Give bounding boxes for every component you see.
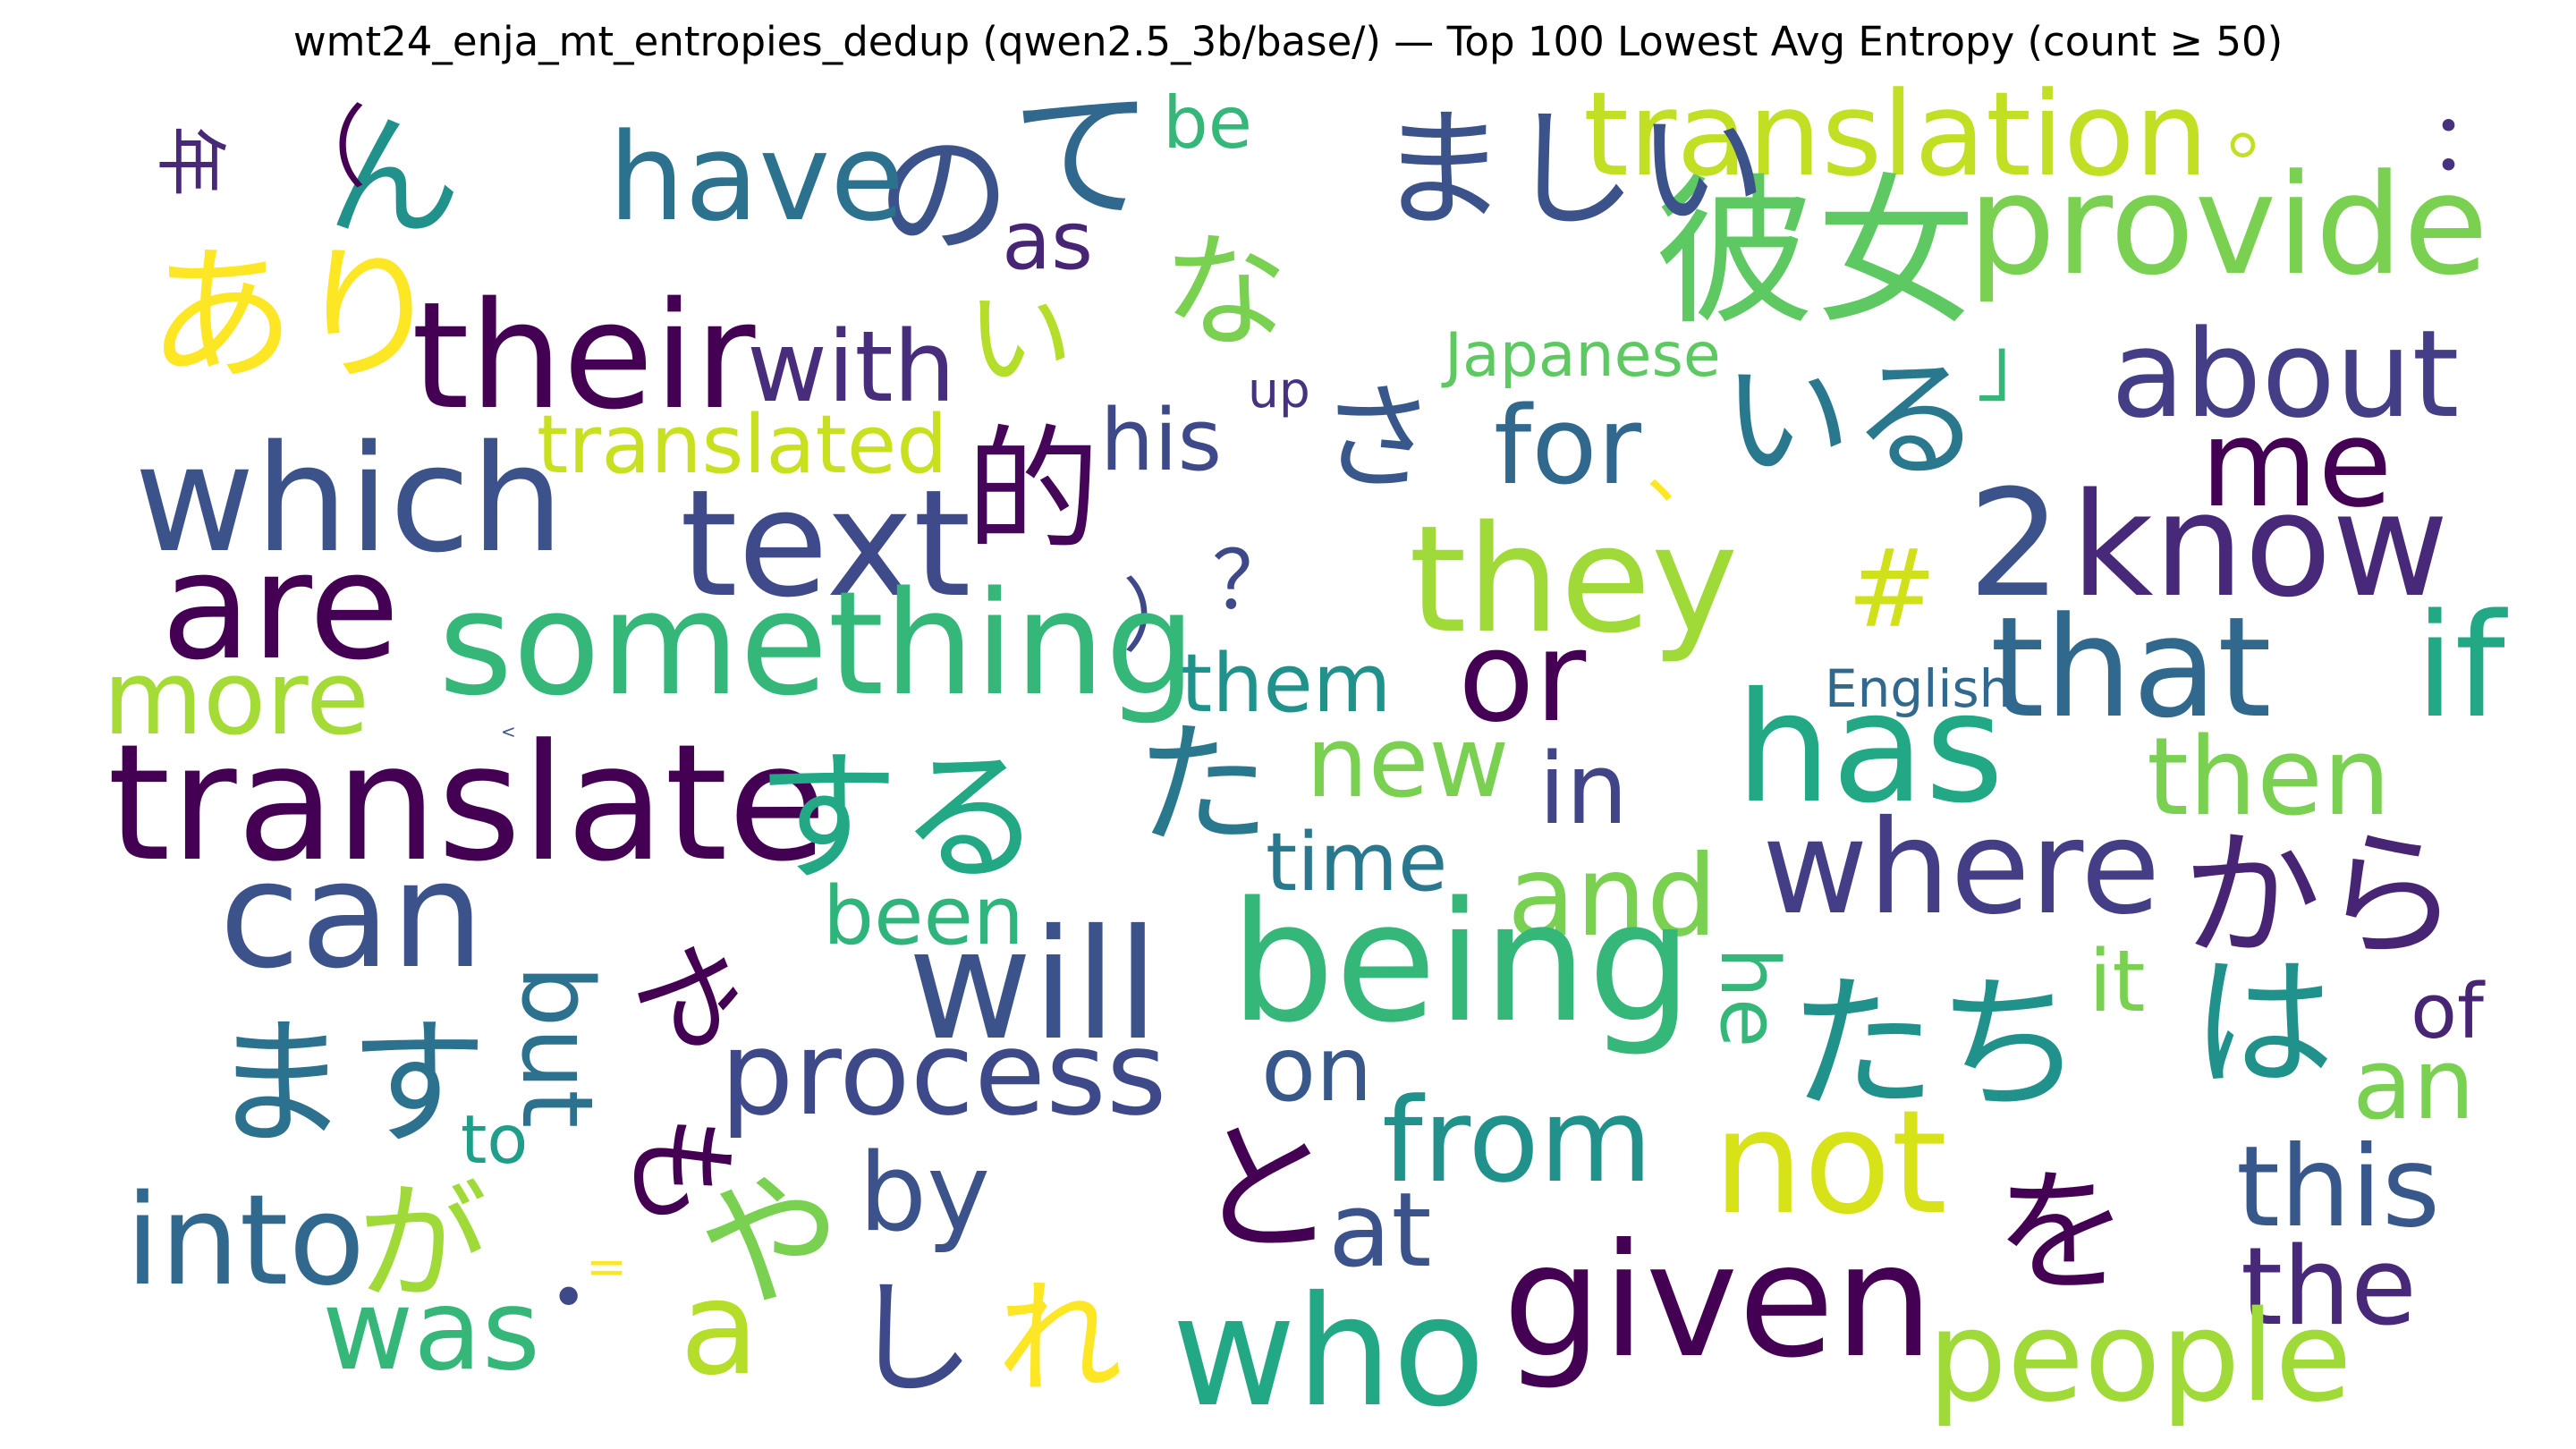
word-74: to bbox=[461, 1100, 528, 1179]
word-31: 的 bbox=[966, 413, 1100, 569]
word-73: on bbox=[1261, 1017, 1373, 1122]
word-96: < bbox=[501, 721, 516, 742]
word-46: them bbox=[1181, 637, 1391, 731]
word-49: new bbox=[1306, 705, 1509, 819]
word-88: was bbox=[322, 1266, 540, 1395]
word-48: has bbox=[1735, 660, 2004, 837]
word-47: English bbox=[1825, 658, 2012, 719]
word-62: being bbox=[1230, 866, 1692, 1059]
word-13: be bbox=[1163, 81, 1252, 165]
word-18: い bbox=[966, 277, 1073, 402]
word-52: する bbox=[756, 734, 1042, 902]
word-65: he bbox=[1702, 947, 1796, 1047]
word-23: up bbox=[1248, 361, 1310, 419]
word-86: given bbox=[1503, 1211, 1934, 1393]
word-5: provide bbox=[1968, 144, 2488, 306]
word-7: て bbox=[1011, 72, 1154, 240]
word-30: which bbox=[134, 413, 564, 585]
word-64: や bbox=[616, 939, 752, 1055]
word-9: have bbox=[608, 107, 904, 248]
word-11: （ bbox=[277, 96, 367, 200]
word-51: translate bbox=[107, 710, 826, 897]
word-91: a bbox=[680, 1253, 759, 1404]
word-27: いる bbox=[1722, 345, 1981, 496]
word-72: process bbox=[720, 1005, 1167, 1141]
word-2: 。 bbox=[2227, 78, 2308, 172]
word-8: の bbox=[877, 118, 1011, 274]
word-58: can bbox=[219, 829, 484, 1001]
word-37: ？ bbox=[1212, 534, 1292, 628]
word-50: then bbox=[2147, 716, 2391, 840]
word-54: in bbox=[1538, 732, 1628, 846]
chart-title: wmt24_enja_mt_entropies_dedup (qwen2.5_3… bbox=[292, 18, 2284, 65]
word-36: are bbox=[161, 521, 400, 692]
word-83: が bbox=[358, 1168, 487, 1319]
word-43: that bbox=[1990, 587, 2272, 749]
word-78: と bbox=[1194, 1106, 1337, 1273]
word-3: ： bbox=[2428, 96, 2509, 190]
word-63: but bbox=[500, 965, 614, 1129]
word-44: if bbox=[2415, 582, 2508, 750]
word-12: 年 bbox=[148, 125, 232, 197]
word-34: 2 bbox=[1968, 458, 2062, 630]
word-79: by bbox=[859, 1131, 990, 1256]
word-85: at bbox=[1328, 1171, 1432, 1291]
word-61: will bbox=[908, 897, 1159, 1074]
word-45: more bbox=[103, 639, 369, 758]
word-15: あり bbox=[148, 230, 443, 402]
word-69: of bbox=[2411, 968, 2486, 1056]
word-89: • bbox=[550, 1261, 587, 1335]
word-67: たち bbox=[1789, 959, 2084, 1131]
word-29: translated bbox=[537, 398, 947, 492]
word-4: 彼女 bbox=[1655, 160, 1977, 347]
word-92: し bbox=[850, 1267, 975, 1412]
word-75: も bbox=[612, 1114, 748, 1230]
word-84: や bbox=[698, 1159, 841, 1326]
word-68: は bbox=[2191, 940, 2334, 1107]
word-66: it bbox=[2089, 933, 2146, 1031]
word-26: for bbox=[1494, 385, 1642, 509]
word-39: they bbox=[1409, 494, 1738, 665]
word-19: な bbox=[1163, 220, 1288, 366]
word-17: with bbox=[747, 309, 955, 424]
word-38: ） bbox=[1123, 570, 1203, 664]
word-82: into bbox=[125, 1168, 365, 1314]
word-53: た bbox=[1136, 708, 1270, 864]
word-55: time bbox=[1266, 816, 1447, 910]
word-6: ましい bbox=[1377, 95, 1767, 246]
word-14: as bbox=[1002, 194, 1093, 288]
word-70: an bbox=[2352, 1027, 2475, 1141]
word-16: their bbox=[411, 270, 756, 442]
word-77: not bbox=[1713, 1079, 1947, 1246]
word-35: know bbox=[2071, 462, 2449, 629]
word-60: been bbox=[823, 869, 1024, 963]
word-21: 」 bbox=[1977, 319, 2057, 413]
word-10: ん bbox=[326, 100, 461, 256]
word-76: from bbox=[1382, 1072, 1653, 1208]
word-22: about bbox=[2111, 304, 2460, 445]
word-93: れ bbox=[997, 1267, 1123, 1412]
word-41: something bbox=[438, 560, 1196, 727]
word-42: or bbox=[1458, 605, 1587, 750]
word-32: text bbox=[680, 458, 971, 630]
word-87: the bbox=[2241, 1225, 2417, 1350]
word-95: people bbox=[1928, 1284, 2352, 1430]
word-81: を bbox=[1995, 1156, 2129, 1311]
word-25: さ bbox=[1319, 370, 1436, 506]
word-40: # bbox=[1847, 528, 1937, 652]
word-71: ます bbox=[210, 1003, 487, 1165]
word-28: me bbox=[2200, 394, 2393, 534]
word-94: who bbox=[1172, 1264, 1486, 1441]
word-33: 、 bbox=[1646, 427, 1722, 515]
word-80: this bbox=[2236, 1123, 2440, 1252]
word-59: and bbox=[1507, 832, 1717, 962]
word-56: where bbox=[1762, 792, 2160, 944]
word-90: = bbox=[586, 1238, 627, 1295]
word-20: Japanese bbox=[1441, 320, 1721, 391]
word-1: translation bbox=[1583, 66, 2208, 202]
word-24: his bbox=[1100, 392, 1222, 490]
word-57: から bbox=[2182, 815, 2460, 977]
